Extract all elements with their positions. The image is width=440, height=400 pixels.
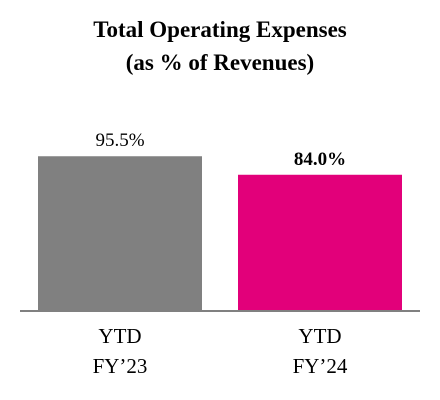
bar-2	[238, 174, 402, 310]
chart-title: Total Operating Expenses	[93, 17, 347, 42]
category-label-2-line-1: YTD	[298, 324, 341, 348]
bar-value-label-2: 84.0%	[294, 149, 346, 170]
chart-subtitle: (as % of Revenues)	[125, 50, 315, 75]
category-label-1-line-1: YTD	[98, 324, 141, 348]
bar-1	[38, 156, 202, 310]
bar-value-label-1: 95.5%	[95, 130, 144, 151]
category-label-2-line-2: FY’24	[293, 354, 348, 378]
category-label-1-line-2: FY’23	[93, 354, 148, 378]
